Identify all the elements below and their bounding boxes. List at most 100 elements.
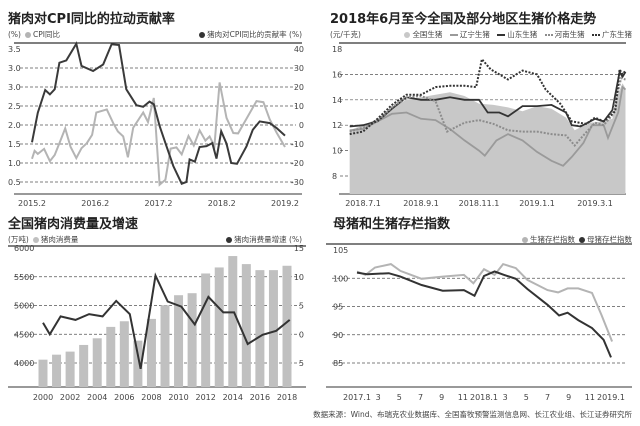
chart2-y-tick: 8	[332, 172, 337, 181]
chart3-x-tick: 2000	[33, 393, 53, 402]
chart4-y-tick: 95	[333, 303, 343, 312]
chart1-x-tick: 2019.2	[271, 199, 299, 208]
chart2-y-tick: 10	[332, 147, 342, 156]
chart2-unit: (元/千克)	[330, 30, 361, 39]
consumption-bar	[174, 295, 184, 387]
consumption-bar	[255, 270, 265, 387]
guangdong-price-line	[349, 57, 627, 136]
legend-shandong: 山东生猪	[507, 30, 538, 39]
chart1-left-unit: (%)	[8, 30, 21, 39]
chart3-x-tick: 2018	[277, 393, 297, 402]
consumption-bar	[187, 293, 197, 387]
chart1-right-tick: -10	[291, 140, 304, 149]
legend-dot-icon	[24, 32, 31, 38]
chart1-left-tick: 3.0	[8, 83, 21, 92]
consumption-bar	[241, 264, 251, 387]
chart1-right-tick: -30	[291, 178, 304, 187]
consumption-bar	[106, 326, 116, 387]
chart1-right-tick: 10	[294, 102, 304, 111]
chart2-x-tick: 2018.9.1	[403, 199, 439, 208]
chart3-x-tick: 2010	[168, 393, 188, 402]
consumption-bar	[214, 267, 224, 387]
consumption-bar	[133, 340, 143, 387]
legend-line-icon	[449, 34, 458, 36]
chart1-left-tick: 0.5	[8, 178, 21, 187]
chart2-title: 2018年6月至今全国及部分地区生猪价格走势	[330, 12, 597, 27]
legend-cpi: CPI同比	[32, 30, 60, 39]
chart4-title: 母猪和生猪存栏指数	[333, 217, 451, 232]
legend-dot-icon	[522, 237, 528, 243]
consumption-bar	[92, 338, 102, 387]
chart1-right-tick: 40	[294, 45, 304, 54]
chart3-right-unit: (%)	[289, 235, 302, 244]
chart4-y-tick: 105	[333, 246, 348, 255]
chart1-title: 猪肉对CPI同比的拉动贡献率	[8, 12, 175, 27]
legend-sow-index: 母猪存栏指数	[587, 235, 632, 244]
chart2-x-tick: 2018.7.1	[345, 199, 381, 208]
chart1-right-tick: 20	[294, 83, 304, 92]
source-note: 数据来源：Wind、布瑞克农业数据库、全国畜牧预警监测信息网、长江农业组、长江证…	[313, 410, 632, 419]
consumption-bar	[119, 321, 129, 387]
chart4-y-tick: 90	[333, 331, 343, 340]
cpi-line	[31, 82, 286, 187]
consumption-bar	[228, 256, 238, 387]
chart4-legend: 生猪存栏指数 母猪存栏指数	[518, 234, 632, 245]
growth-line	[42, 272, 291, 369]
hog-index-line	[356, 262, 614, 342]
chart1-x-tick: 2015.2	[18, 199, 46, 208]
chart1-legend-right: 猪肉对CPI同比的贡献率 (%)	[195, 29, 302, 40]
legend-dot-icon	[199, 32, 206, 38]
chart3-left-tick: 5500	[14, 273, 34, 282]
chart2-x-tick: 2018.11.1	[459, 199, 500, 208]
chart3-left-tick: 4500	[14, 330, 34, 339]
chart2-legend: 全国生猪 辽宁生猪 山东生猪 河南生猪 广东生猪	[400, 29, 632, 40]
chart4-x-tick: 2017.1	[343, 393, 371, 402]
legend-dotted-icon	[544, 34, 553, 36]
legend-guangdong: 广东生猪	[602, 30, 632, 39]
chart1-x-tick: 2017.2	[145, 199, 173, 208]
legend-dot-icon	[226, 237, 233, 243]
legend-hog-index: 生猪存栏指数	[530, 235, 575, 244]
chart4-x-tick: 11	[458, 393, 468, 402]
chart3-left-unit: (万吨)	[8, 235, 29, 244]
consumption-bar	[52, 354, 62, 387]
legend-dot-icon	[579, 237, 585, 243]
chart3-x-tick: 2006	[114, 393, 134, 402]
chart2-y-tick: 12	[332, 121, 342, 130]
legend-henan: 河南生猪	[554, 30, 585, 39]
chart3-right-tick: 15	[294, 244, 304, 253]
legend-consumption: 猪肉消费量	[40, 235, 79, 244]
chart1-x-tick: 2018.2	[208, 199, 236, 208]
chart4-x-tick: 9	[566, 393, 571, 402]
chart1-right-tick: 30	[294, 64, 304, 73]
chart1-left-tick: 1.0	[8, 159, 21, 168]
chart3-right-tick: 5	[299, 359, 304, 368]
chart3-x-tick: 2004	[87, 393, 107, 402]
consumption-bar	[38, 359, 48, 387]
consumption-bar	[268, 270, 278, 387]
consumption-bar	[79, 344, 89, 387]
chart3-left-tick: 6000	[14, 244, 34, 253]
chart4-y-tick: 85	[333, 359, 343, 368]
chart3-right-tick: 5	[299, 302, 304, 311]
chart4-x-tick: 11	[585, 393, 595, 402]
chart4-x-tick: 3	[503, 393, 508, 402]
chart4-x-tick: 2019.1	[597, 393, 625, 402]
chart4-x-tick: 7	[545, 393, 550, 402]
chart4-x-tick: 5	[397, 393, 402, 402]
chart3-right-tick: 10	[294, 273, 304, 282]
chart3-x-tick: 2002	[60, 393, 80, 402]
chart1-right-unit: (%)	[289, 30, 302, 39]
chart4-x-tick: 7	[418, 393, 423, 402]
legend-dot-icon	[404, 32, 411, 38]
chart2-x-tick: 2019.3.1	[577, 199, 613, 208]
legend-national: 全国生猪	[412, 30, 443, 39]
legend-dot-icon	[32, 237, 39, 243]
chart1-left-tick: 3.5	[8, 45, 21, 54]
legend-line-icon	[497, 34, 506, 36]
pork-contribution-line	[31, 41, 286, 185]
chart4-x-tick: 2018.1	[470, 393, 498, 402]
chart1-left-tick: 1.5	[8, 140, 21, 149]
